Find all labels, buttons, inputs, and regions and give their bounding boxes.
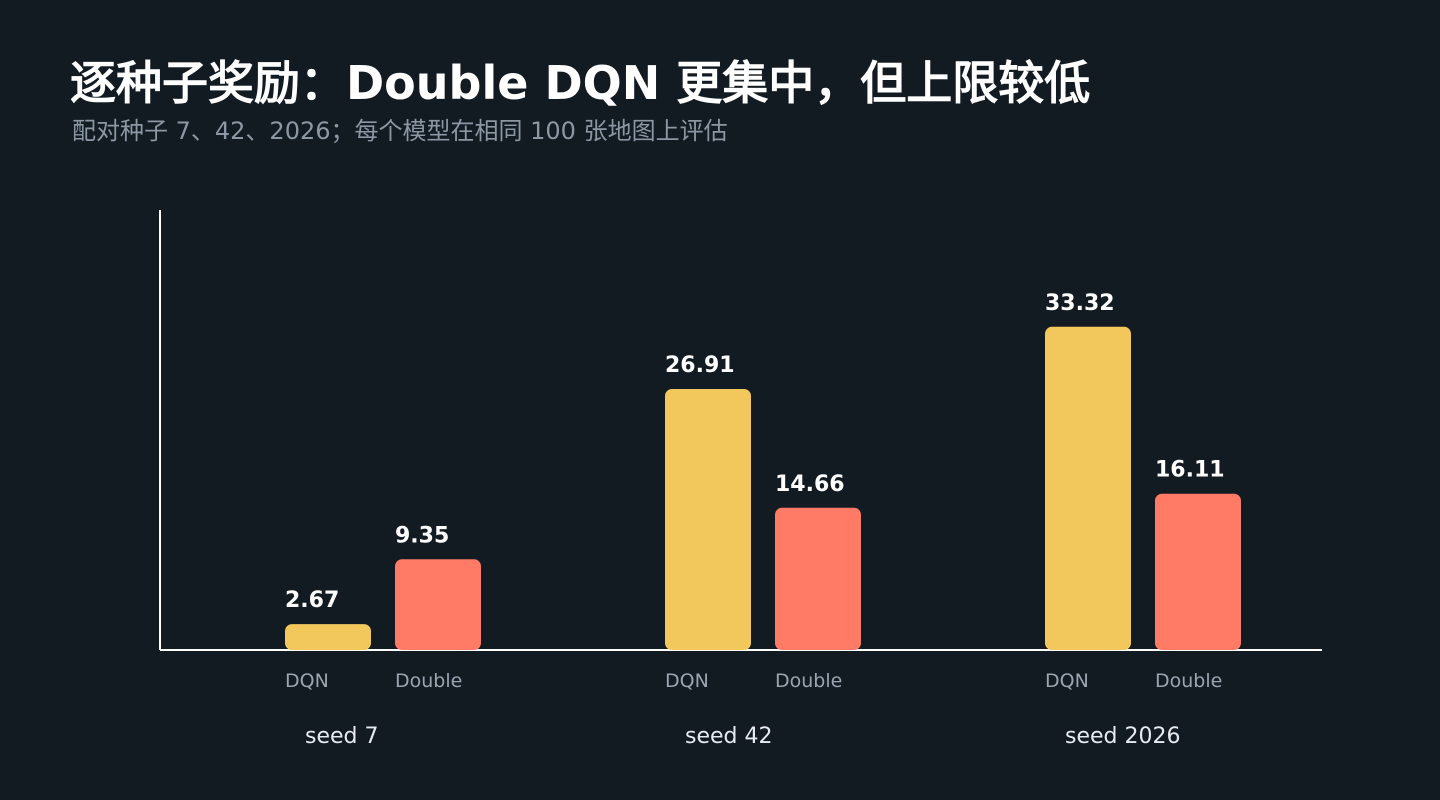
bar-dqn-seed-42 [665, 388, 751, 650]
value-label: 14.66 [775, 472, 845, 497]
category-label: seed 2026 [1065, 724, 1180, 749]
bar-series-label: Double [775, 670, 842, 692]
bar-series-label: DQN [665, 670, 709, 692]
chart-title: 逐种子奖励：Double DQN 更集中，但上限较低 [70, 56, 1091, 110]
bar-series-label: DQN [285, 670, 329, 692]
category-label: seed 42 [685, 724, 772, 749]
bars-layer: 2.67 DQN 9.35 Double seed 7 26.91 DQN 14.66 Doub… [285, 291, 1241, 749]
category-label: seed 7 [305, 724, 379, 749]
value-label: 2.67 [285, 588, 339, 613]
bar-series-label: Double [395, 670, 462, 692]
value-label: 16.11 [1155, 458, 1225, 483]
value-label: 9.35 [395, 523, 449, 548]
bar-dqn-seed-2026 [1045, 326, 1131, 650]
bar-dqn-seed-7 [285, 624, 371, 650]
bar-double-seed-42 [775, 507, 861, 650]
bar-double-seed-7 [395, 559, 481, 650]
value-label: 26.91 [665, 353, 735, 378]
bar-series-label: DQN [1045, 670, 1089, 692]
value-label: 33.32 [1045, 291, 1115, 316]
bar-series-label: Double [1155, 670, 1222, 692]
chart-subtitle: 配对种子 7、42、2026；每个模型在相同 100 张地图上评估 [72, 117, 728, 145]
bar-double-seed-2026 [1155, 493, 1241, 650]
